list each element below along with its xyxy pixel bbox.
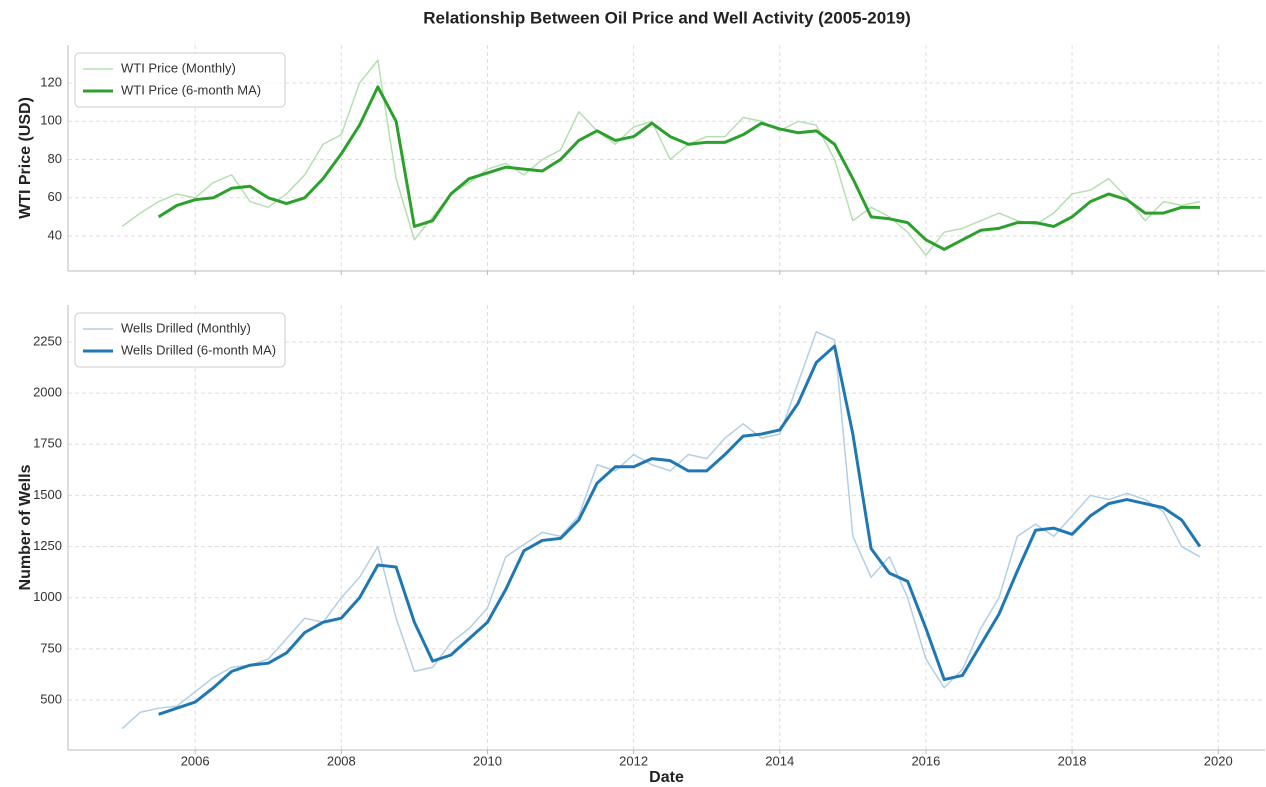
y-tick-label: 1250 bbox=[33, 538, 62, 553]
legend-box bbox=[74, 52, 286, 108]
y-tick-label: 500 bbox=[40, 691, 62, 706]
legend: Wells Drilled (Monthly) Wells Drilled (6-… bbox=[74, 312, 286, 368]
x-tick-label: 2018 bbox=[1058, 753, 1087, 768]
x-tick-label: 2010 bbox=[473, 753, 502, 768]
y-tick-label: 1750 bbox=[33, 436, 62, 451]
legend-label: WTI Price (6-month MA) bbox=[121, 82, 261, 97]
legend-label: Wells Drilled (6-month MA) bbox=[121, 342, 276, 357]
x-tick-label: 2016 bbox=[911, 753, 940, 768]
data-line bbox=[157, 85, 1200, 251]
y-tick-label: 1500 bbox=[33, 487, 62, 502]
x-tick-label: 2008 bbox=[327, 753, 356, 768]
y-tick-label: 1000 bbox=[33, 589, 62, 604]
data-line bbox=[158, 344, 1202, 716]
y-axis-label: Number of Wells bbox=[17, 464, 34, 590]
y-tick-label: 750 bbox=[40, 640, 62, 655]
legend-label: WTI Price (Monthly) bbox=[121, 60, 236, 75]
y-tick-label: 100 bbox=[40, 113, 62, 128]
x-tick-label: 2014 bbox=[765, 753, 794, 768]
legend: WTI Price (Monthly) WTI Price (6-month MA… bbox=[74, 52, 286, 108]
x-tick-label: 2006 bbox=[181, 753, 210, 768]
y-tick-label: 120 bbox=[40, 74, 62, 89]
legend-box bbox=[74, 312, 286, 368]
y-tick-label: 2250 bbox=[33, 333, 62, 348]
y-tick-label: 60 bbox=[48, 189, 62, 204]
y-tick-label: 80 bbox=[48, 151, 62, 166]
y-tick-label: 40 bbox=[48, 227, 62, 242]
y-tick-label: 2000 bbox=[33, 385, 62, 400]
x-tick-label: 2020 bbox=[1204, 753, 1233, 768]
chart-title: Relationship Between Oil Price and Well … bbox=[423, 8, 911, 27]
x-axis-label: Date bbox=[649, 769, 684, 786]
y-axis-label: WTI Price (USD) bbox=[17, 97, 34, 219]
legend-label: Wells Drilled (Monthly) bbox=[121, 320, 251, 335]
x-tick-label: 2012 bbox=[619, 753, 648, 768]
data-line bbox=[121, 331, 1201, 730]
